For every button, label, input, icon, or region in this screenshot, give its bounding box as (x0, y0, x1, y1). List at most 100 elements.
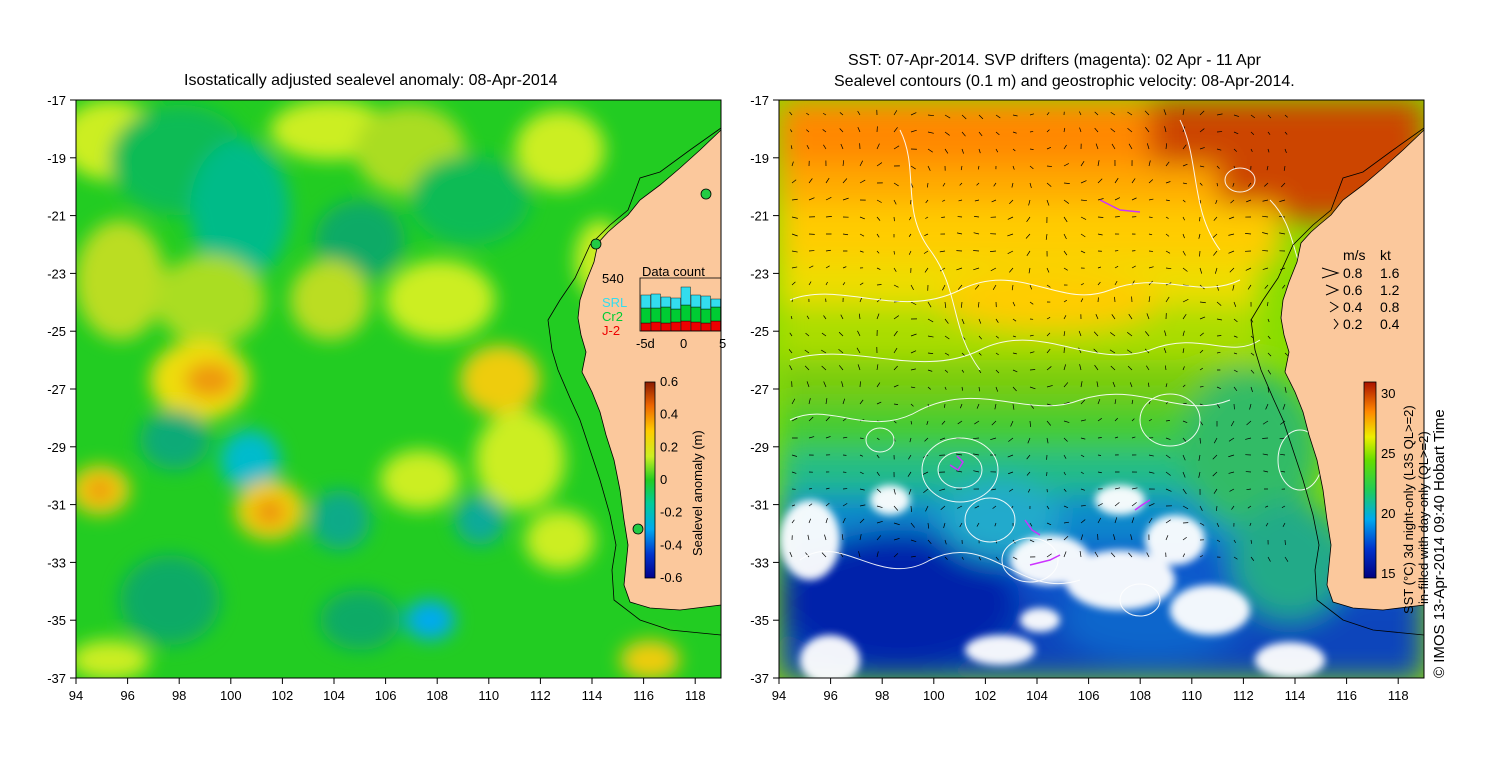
velocity-arrow (825, 416, 830, 422)
velocity-arrow (1182, 144, 1187, 150)
velocity-arrow (960, 403, 963, 409)
velocity-arrow (1148, 160, 1151, 167)
velocity-arrow (1080, 160, 1085, 167)
velocity-arrow (1199, 216, 1201, 222)
velocity-arrow (944, 386, 947, 390)
y-axis-tick-label: -17 (47, 93, 66, 108)
velocity-arrow (974, 505, 980, 509)
velocity-arrow (1114, 265, 1119, 269)
velocity-arrow (859, 504, 866, 507)
velocity-arrow (944, 301, 947, 308)
velocity-arrow (973, 437, 980, 439)
velocity-arrow (1080, 519, 1086, 524)
data-count-bar (700, 295, 711, 310)
velocity-arrow (1111, 314, 1116, 320)
colorbar-tick-label: 0.6 (660, 374, 678, 389)
velocity-arrow (1216, 539, 1221, 543)
x-axis-tick-label: 98 (875, 688, 889, 703)
velocity-arrow (1163, 109, 1167, 116)
y-axis-tick-label: -29 (47, 440, 66, 455)
y-axis-tick-label: -23 (750, 266, 769, 281)
velocity-arrow (1229, 267, 1235, 273)
velocity-arrow (1008, 437, 1014, 442)
y-axis-tick-label: -29 (750, 440, 769, 455)
x-axis-tick-label: 96 (823, 688, 837, 703)
velocity-arrow (1282, 522, 1286, 528)
velocity-arrow (1063, 471, 1066, 476)
velocity-arrow (990, 250, 997, 252)
velocity-arrow (893, 315, 900, 320)
velocity-arrow (1097, 198, 1104, 201)
velocity-arrow (839, 551, 844, 558)
velocity-arrow (1182, 437, 1187, 443)
data-count-x-tick: 5 (719, 336, 726, 351)
velocity-arrow (791, 250, 798, 253)
velocity-arrow (1046, 505, 1050, 510)
velocity-arrow (1284, 131, 1288, 135)
y-axis-tick-label: -27 (750, 382, 769, 397)
velocity-arrow (893, 199, 897, 205)
velocity-arrow (1093, 331, 1099, 337)
velocity-arrow (808, 488, 813, 490)
velocity-arrow (1046, 553, 1052, 558)
x-axis-tick-label: 114 (582, 688, 603, 703)
velocity-arrow (1199, 522, 1205, 526)
velocity-arrow (1148, 471, 1155, 474)
velocity-arrow (808, 518, 811, 524)
velocity-arrow (1250, 114, 1256, 119)
velocity-arrow (944, 335, 950, 340)
x-axis-tick-label: 104 (323, 688, 345, 703)
data-count-max-label: 540 (602, 271, 624, 286)
velocity-arrow (1097, 266, 1102, 269)
velocity-arrow (841, 534, 844, 541)
velocity-arrow (1111, 143, 1116, 150)
velocity-arrow (876, 551, 879, 558)
velocity-arrow (1199, 128, 1205, 133)
velocity-arrow (789, 551, 793, 558)
velocity-arrow (910, 403, 914, 407)
velocity-arrow (1212, 233, 1218, 238)
velocity-arrow (1216, 351, 1221, 354)
velocity-arrow (1080, 180, 1087, 184)
velocity-arrow (1097, 471, 1102, 474)
velocity-arrow (1216, 318, 1223, 321)
velocity-arrow (876, 520, 883, 524)
data-count-bar (660, 296, 671, 308)
velocity-arrow (973, 267, 980, 271)
velocity-arrow (859, 488, 865, 491)
left-map-title: Isostatically adjusted sealevel anomaly:… (184, 72, 558, 89)
velocity-arrow (1012, 148, 1016, 152)
y-axis-tick-label: -27 (47, 382, 66, 397)
velocity-arrow (825, 436, 831, 439)
velocity-arrow (995, 318, 999, 323)
x-axis-tick-label: 118 (1388, 688, 1409, 703)
velocity-arrow (824, 534, 827, 541)
x-axis-tick-label: 116 (633, 688, 654, 703)
x-axis-tick-label: 106 (1078, 688, 1100, 703)
velocity-arrow (806, 112, 810, 116)
velocity-arrow (1262, 420, 1269, 425)
velocity-arrow (1097, 418, 1102, 422)
y-axis-tick-label: -31 (47, 498, 66, 513)
velocity-arrow (1216, 284, 1219, 291)
velocity-arrow (1247, 182, 1252, 187)
velocity-arrow (1007, 233, 1014, 237)
velocity-arrow (1199, 349, 1204, 354)
velocity-arrow (991, 199, 997, 203)
velocity-arrow (893, 284, 899, 288)
colorbar-tick-label: -0.2 (660, 505, 682, 520)
velocity-arrow (1078, 347, 1082, 354)
velocity-arrow (859, 160, 864, 167)
velocity-arrow (1046, 522, 1052, 526)
velocity-arrow (1129, 382, 1133, 388)
velocity-arrow (1263, 470, 1269, 473)
velocity-arrow (1148, 179, 1154, 184)
velocity-arrow (927, 148, 933, 153)
velocity-arrow (1233, 352, 1238, 355)
velocity-arrow (978, 131, 983, 137)
velocity-arrow (1267, 301, 1269, 307)
velocity-arrow (1213, 216, 1218, 221)
velocity-arrow (876, 364, 879, 371)
velocity-arrow (876, 233, 880, 238)
velocity-arrow (1214, 267, 1218, 274)
